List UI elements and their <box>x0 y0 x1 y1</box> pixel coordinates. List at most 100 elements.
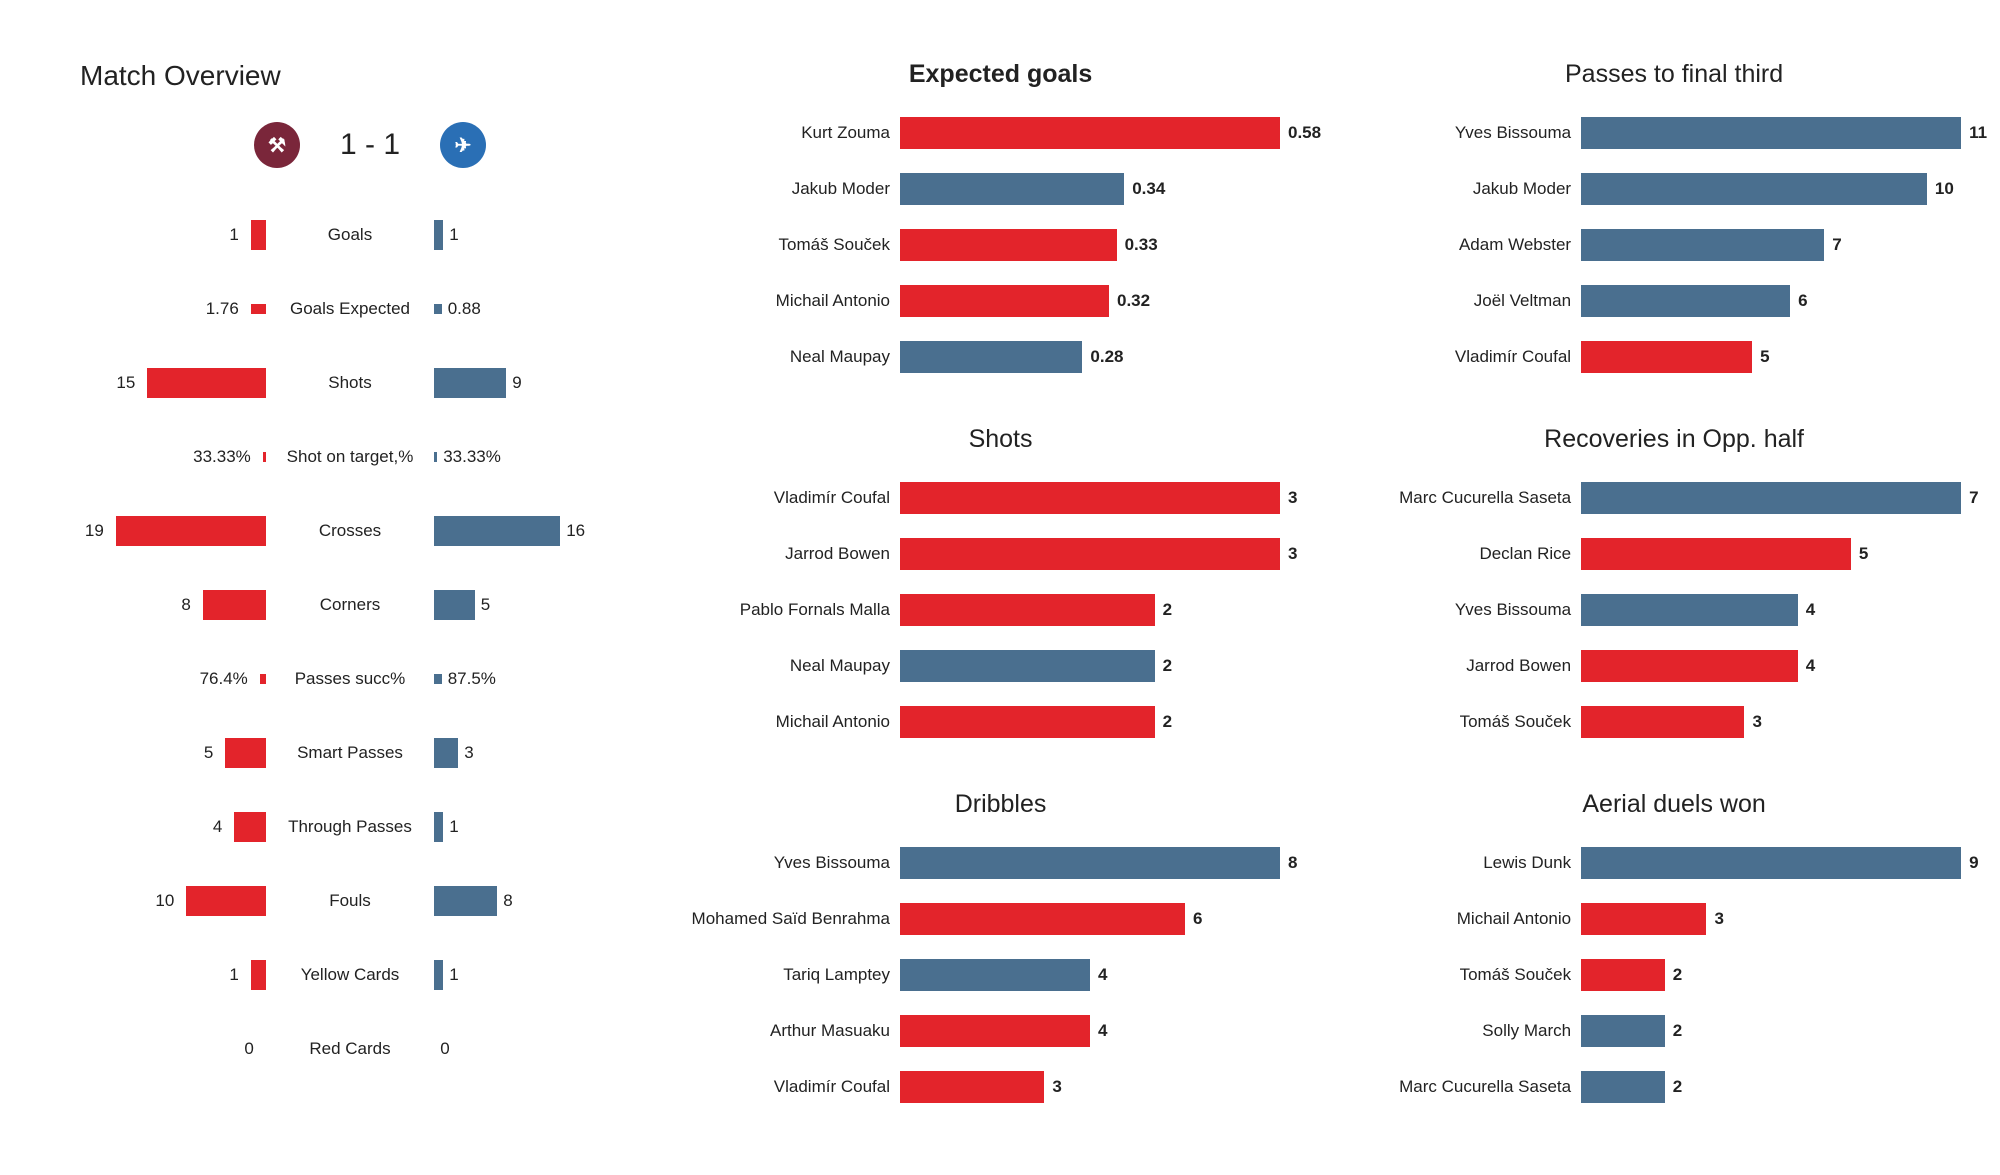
player-bar <box>900 229 1117 261</box>
player-value: 3 <box>1052 1077 1061 1097</box>
player-panel: Recoveries in Opp. half Marc Cucurella Sa… <box>1361 425 1987 770</box>
player-name: Vladimír Coufal <box>680 1077 900 1097</box>
away-bar <box>434 220 443 250</box>
player-name: Neal Maupay <box>680 347 900 367</box>
player-row: Michail Antonio0.32 <box>680 273 1321 329</box>
player-row: Declan Rice5 <box>1361 526 1987 582</box>
player-value: 11 <box>1969 123 1987 143</box>
player-value: 5 <box>1760 347 1769 367</box>
player-bar <box>1581 959 1665 991</box>
away-bar <box>434 304 442 314</box>
player-row: Adam Webster7 <box>1361 217 1987 273</box>
score-row: ⚒ 1 - 1 ✈ <box>120 122 620 168</box>
away-bar <box>434 674 442 684</box>
player-row: Michail Antonio2 <box>680 694 1321 750</box>
stat-label: Yellow Cards <box>266 965 434 985</box>
player-row: Marc Cucurella Saseta7 <box>1361 470 1987 526</box>
stat-row: 10Fouls8 <box>80 864 620 938</box>
player-value: 4 <box>1098 1021 1107 1041</box>
player-row: Solly March2 <box>1361 1003 1987 1059</box>
stat-label: Shots <box>266 373 434 393</box>
player-value: 0.33 <box>1125 235 1158 255</box>
player-value: 0.34 <box>1132 179 1165 199</box>
player-value: 10 <box>1935 179 1954 199</box>
player-row: Jakub Moder0.34 <box>680 161 1321 217</box>
stat-row: 15Shots9 <box>80 346 620 420</box>
player-bar <box>900 117 1280 149</box>
home-value: 8 <box>181 595 190 615</box>
away-value: 87.5% <box>448 669 496 689</box>
player-bar <box>900 959 1090 991</box>
home-bar <box>116 516 266 546</box>
player-value: 7 <box>1832 235 1841 255</box>
player-row: Tomáš Souček3 <box>1361 694 1987 750</box>
home-bar <box>251 960 266 990</box>
player-row: Vladimír Coufal 3 <box>680 1059 1321 1115</box>
player-value: 9 <box>1969 853 1978 873</box>
player-row: Jakub Moder10 <box>1361 161 1987 217</box>
home-value: 1 <box>229 225 238 245</box>
stat-row: 1.76Goals Expected0.88 <box>80 272 620 346</box>
player-row: Yves Bissouma4 <box>1361 582 1987 638</box>
home-bar <box>234 812 266 842</box>
player-row: Lewis Dunk9 <box>1361 835 1987 891</box>
stat-label: Passes succ% <box>266 669 434 689</box>
player-row: Marc Cucurella Saseta2 <box>1361 1059 1987 1115</box>
away-team-badge: ✈ <box>440 122 486 168</box>
stat-label: Goals Expected <box>266 299 434 319</box>
player-panel: Expected goalsKurt Zouma0.58Jakub Moder0… <box>680 60 1321 405</box>
player-name: Vladimír Coufal <box>680 488 900 508</box>
panel-title: Recoveries in Opp. half <box>1361 425 1987 454</box>
home-bar <box>251 304 266 314</box>
stat-row: 1 Goals 1 <box>80 198 620 272</box>
player-bar <box>1581 341 1752 373</box>
stat-row: 19Crosses16 <box>80 494 620 568</box>
player-value: 3 <box>1288 488 1297 508</box>
home-value: 5 <box>204 743 213 763</box>
player-value: 0.58 <box>1288 123 1321 143</box>
player-bar <box>900 538 1280 570</box>
stat-label: Through Passes <box>266 817 434 837</box>
away-value: 0.88 <box>448 299 481 319</box>
home-bar <box>225 738 266 768</box>
away-value: 1 <box>449 817 458 837</box>
player-value: 5 <box>1859 544 1868 564</box>
player-value: 4 <box>1098 965 1107 985</box>
stat-label: Red Cards <box>266 1039 434 1059</box>
player-name: Tomáš Souček <box>1361 965 1581 985</box>
panel-title: Shots <box>680 425 1321 454</box>
player-panel: DribblesYves Bissouma8Mohamed Saïd Benra… <box>680 790 1321 1135</box>
overview-title: Match Overview <box>80 60 620 92</box>
player-name: Neal Maupay <box>680 656 900 676</box>
away-value: 0 <box>440 1039 449 1059</box>
stat-row: 5Smart Passes3 <box>80 716 620 790</box>
home-bar <box>147 368 266 398</box>
player-bar <box>1581 538 1851 570</box>
away-value: 1 <box>449 965 458 985</box>
away-bar <box>434 452 437 462</box>
player-value: 2 <box>1673 965 1682 985</box>
player-name: Joël Veltman <box>1361 291 1581 311</box>
player-bar <box>900 847 1280 879</box>
stat-label: Shot on target,% <box>266 447 434 467</box>
player-name: Tomáš Souček <box>680 235 900 255</box>
away-bar <box>434 368 506 398</box>
player-bar <box>1581 117 1961 149</box>
player-bar <box>900 650 1155 682</box>
panel-title: Aerial duels won <box>1361 790 1987 819</box>
player-value: 3 <box>1288 544 1297 564</box>
player-bar <box>1581 594 1798 626</box>
player-name: Jarrod Bowen <box>1361 656 1581 676</box>
player-name: Solly March <box>1361 1021 1581 1041</box>
match-dashboard: Match Overview ⚒ 1 - 1 ✈ 1Goals11.76Goal… <box>0 0 2000 1175</box>
away-value: 33.33% <box>443 447 501 467</box>
stat-row: 1 Yellow Cards 1 <box>80 938 620 1012</box>
player-name: Pablo Fornals Malla <box>680 600 900 620</box>
away-value: 1 <box>449 225 458 245</box>
player-panel: Passes to final thirdYves Bissouma11Jaku… <box>1361 60 1987 405</box>
away-value: 9 <box>512 373 521 393</box>
home-value: 1 <box>229 965 238 985</box>
player-value: 2 <box>1163 600 1172 620</box>
stat-label: Goals <box>266 225 434 245</box>
player-name: Mohamed Saïd Benrahma <box>680 909 900 929</box>
